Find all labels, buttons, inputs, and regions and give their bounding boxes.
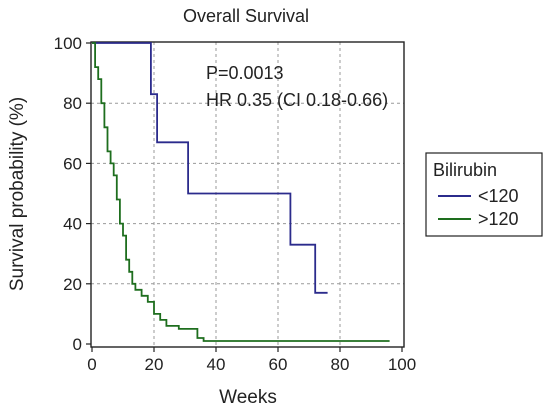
y-axis-ticks: 0 20 40 60 80 100 — [54, 34, 91, 354]
legend-label-low-bilirubin: <120 — [478, 186, 519, 206]
p-value-annotation: P=0.0013 — [206, 63, 284, 83]
x-tick-label-40: 40 — [207, 355, 226, 374]
y-tick-label-100: 100 — [54, 34, 82, 53]
y-tick-label-60: 60 — [63, 154, 82, 173]
y-tick-label-20: 20 — [63, 275, 82, 294]
series-layer — [92, 42, 390, 342]
x-axis-ticks: 0 20 40 60 80 100 — [87, 347, 416, 374]
x-tick-label-60: 60 — [269, 355, 288, 374]
y-tick-label-0: 0 — [73, 335, 82, 354]
y-axis-title: Survival probability (%) — [7, 97, 28, 291]
survival-curve-high-bilirubin — [92, 42, 390, 342]
legend: Bilirubin <120 >120 — [425, 152, 543, 237]
legend-label-high-bilirubin: >120 — [478, 209, 519, 229]
x-tick-label-0: 0 — [87, 355, 96, 374]
legend-title: Bilirubin — [433, 160, 497, 180]
chart-title: Overall Survival — [183, 6, 309, 26]
x-axis-title: Weeks — [219, 387, 277, 408]
x-tick-label-100: 100 — [388, 355, 416, 374]
hazard-ratio-annotation: HR 0.35 (CI 0.18-0.66) — [206, 90, 388, 110]
x-tick-label-80: 80 — [331, 355, 350, 374]
survival-curve-low-bilirubin — [92, 42, 328, 294]
plot-frame — [90, 41, 405, 348]
grid-lines — [91, 42, 404, 347]
y-tick-label-80: 80 — [63, 94, 82, 113]
x-tick-label-20: 20 — [145, 355, 164, 374]
legend-box — [425, 152, 543, 237]
y-tick-label-40: 40 — [63, 215, 82, 234]
